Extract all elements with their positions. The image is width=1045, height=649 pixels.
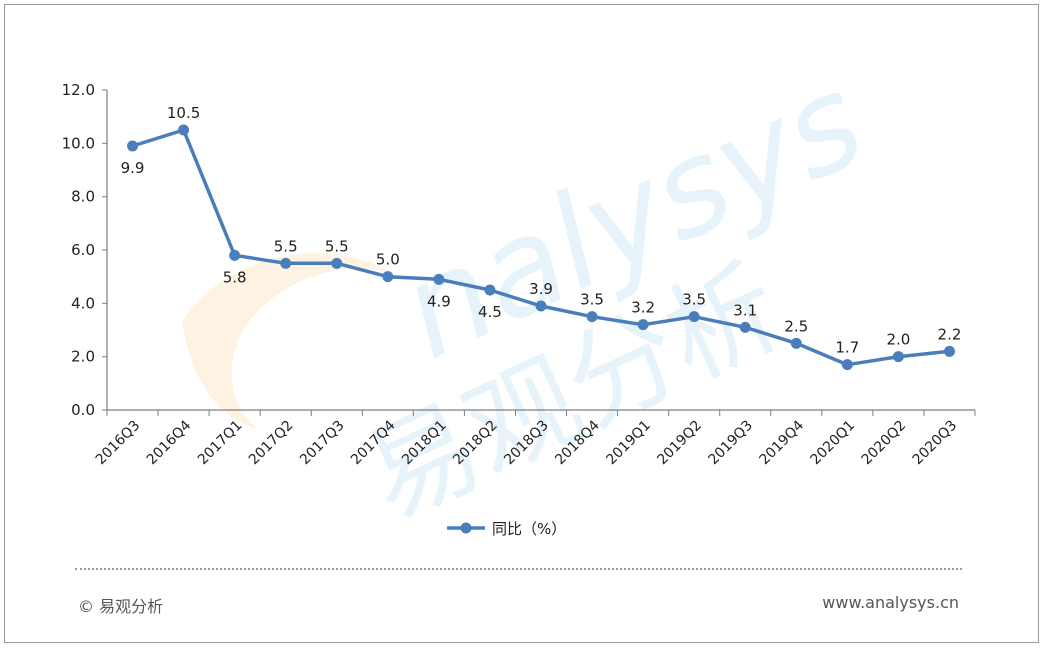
data-point <box>688 311 700 323</box>
x-tick-label: 2019Q4 <box>757 417 808 468</box>
x-tick-label: 2018Q2 <box>450 418 501 469</box>
data-point <box>484 284 496 296</box>
x-tick-label: 2017Q3 <box>297 418 348 469</box>
data-point <box>790 337 802 349</box>
data-point <box>433 273 445 285</box>
data-point <box>739 321 751 333</box>
data-label: 10.5 <box>167 104 200 122</box>
data-label: 5.0 <box>376 251 400 269</box>
x-tick-label: 2018Q3 <box>501 418 552 469</box>
y-tick-label: 8.0 <box>71 188 95 206</box>
legend: 同比（%） <box>447 520 566 538</box>
x-tick-label: 2020Q2 <box>859 418 910 469</box>
y-tick-label: 0.0 <box>71 401 95 419</box>
x-tick-label: 2016Q3 <box>93 418 144 469</box>
data-label: 3.9 <box>529 280 553 298</box>
series-line <box>131 128 950 367</box>
data-label: 9.9 <box>121 159 145 177</box>
x-tick-label: 2019Q2 <box>654 418 705 469</box>
footer-website[interactable]: www.analysys.cn <box>822 593 959 612</box>
data-label: 4.9 <box>427 292 451 310</box>
x-tick-label: 2018Q1 <box>399 418 450 469</box>
y-tick-label: 2.0 <box>71 348 95 366</box>
x-tick-label: 2017Q1 <box>195 418 246 469</box>
data-point <box>892 351 904 363</box>
legend-marker <box>460 522 472 534</box>
data-label: 1.7 <box>835 339 859 357</box>
data-labels: 9.9 10.5 5.8 5.5 5.5 5.0 4.9 4.5 3.9 3.5 3.2 3.5 3.1… <box>121 104 962 357</box>
chart-frame <box>4 4 1039 643</box>
data-point <box>331 257 343 269</box>
y-tick-label: 12.0 <box>62 81 95 99</box>
x-tick-label: 2019Q1 <box>603 418 654 469</box>
data-label: 5.5 <box>274 237 298 255</box>
data-label: 2.5 <box>784 317 808 335</box>
data-label: 2.2 <box>938 325 962 343</box>
data-point <box>637 319 649 331</box>
data-point <box>127 140 139 152</box>
data-point <box>229 249 241 261</box>
x-tick-label: 2017Q4 <box>348 417 399 468</box>
x-tick-label: 2020Q3 <box>910 418 961 469</box>
x-tick-label: 2019Q3 <box>705 418 756 469</box>
data-label: 5.5 <box>325 237 349 255</box>
y-tick-label: 6.0 <box>71 241 95 259</box>
data-point <box>586 311 598 323</box>
data-point <box>535 300 547 312</box>
y-ticks: 0.0 2.0 4.0 6.0 8.0 10.0 12.0 <box>62 81 107 419</box>
footer-copyright: © 易观分析 <box>78 597 164 616</box>
data-label: 3.2 <box>631 299 655 317</box>
y-tick-label: 4.0 <box>71 294 95 312</box>
legend-label: 同比（%） <box>492 520 566 538</box>
data-label: 3.5 <box>580 291 604 309</box>
data-points <box>127 124 955 371</box>
data-point <box>841 359 853 371</box>
x-ticks: 2016Q3 2016Q4 2017Q1 2017Q2 2017Q3 2017Q4 2018… <box>93 410 976 469</box>
data-label: 3.1 <box>733 301 757 319</box>
data-label: 4.5 <box>478 303 502 321</box>
data-label: 3.5 <box>682 291 706 309</box>
footer-divider <box>75 568 962 570</box>
data-label: 2.0 <box>886 331 910 349</box>
y-tick-label: 10.0 <box>62 134 95 152</box>
data-point <box>280 257 292 269</box>
x-tick-label: 2017Q2 <box>246 418 297 469</box>
data-point <box>943 345 955 357</box>
x-tick-label: 2020Q1 <box>808 418 859 469</box>
data-label: 5.8 <box>223 268 247 286</box>
data-point <box>382 271 394 283</box>
x-tick-label: 2018Q4 <box>552 417 603 468</box>
data-point <box>178 124 190 136</box>
x-tick-label: 2016Q4 <box>144 417 195 468</box>
